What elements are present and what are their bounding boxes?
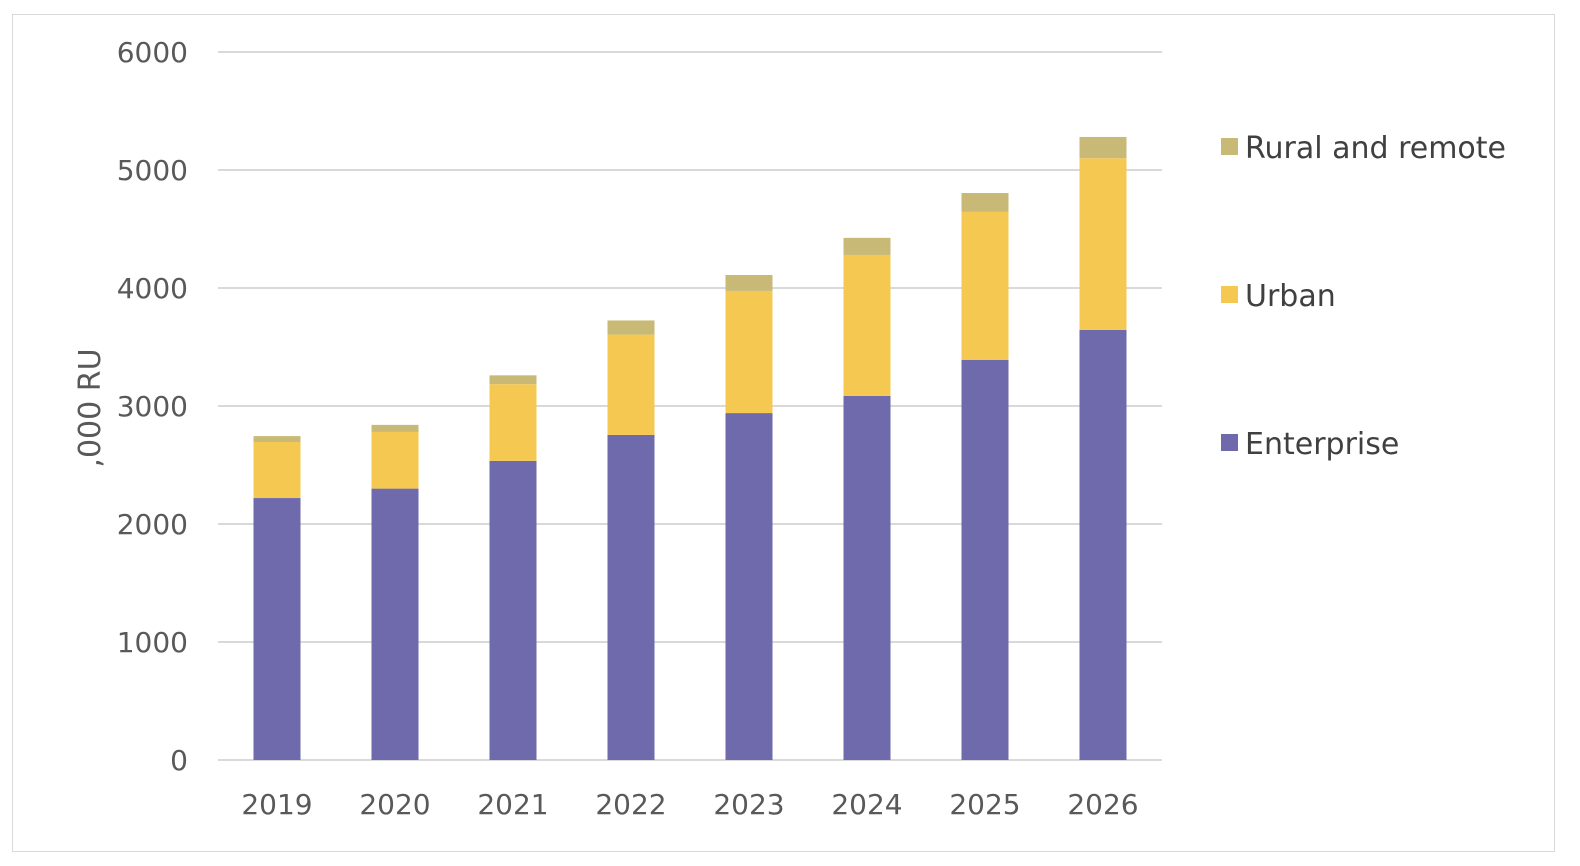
legend-swatch bbox=[1221, 434, 1238, 451]
y-axis-label: ,000 RU bbox=[73, 348, 108, 467]
bar-segment-enterprise bbox=[725, 413, 773, 760]
legend-label: Urban bbox=[1245, 279, 1336, 314]
y-tick-label: 0 bbox=[170, 744, 188, 777]
y-tick-label: 6000 bbox=[117, 36, 188, 69]
bar-segment-rural-and-remote bbox=[607, 320, 655, 335]
bar-segment-enterprise bbox=[489, 460, 537, 760]
bar-segment-enterprise bbox=[843, 395, 891, 760]
y-tick-label: 5000 bbox=[117, 154, 188, 187]
bar-segment-urban bbox=[1079, 158, 1127, 330]
y-tick-label: 1000 bbox=[117, 626, 188, 659]
bar-segment-rural-and-remote bbox=[489, 375, 537, 385]
legend-swatch bbox=[1221, 286, 1238, 303]
x-tick-label: 2023 bbox=[713, 788, 784, 821]
x-tick-label: 2024 bbox=[831, 788, 902, 821]
bar-segment-enterprise bbox=[253, 498, 301, 760]
bar-segment-rural-and-remote bbox=[725, 275, 773, 291]
x-tick-label: 2025 bbox=[949, 788, 1020, 821]
bar-segment-enterprise bbox=[371, 488, 419, 760]
legend-label: Enterprise bbox=[1245, 427, 1399, 462]
x-tick-label: 2021 bbox=[477, 788, 548, 821]
bar-segment-rural-and-remote bbox=[253, 436, 301, 442]
x-tick-label: 2020 bbox=[359, 788, 430, 821]
bar-segment-rural-and-remote bbox=[1079, 136, 1127, 159]
y-tick-label: 4000 bbox=[117, 272, 188, 305]
legend-label: Rural and remote bbox=[1245, 131, 1506, 166]
legend-swatch bbox=[1221, 138, 1238, 155]
x-tick-label: 2026 bbox=[1067, 788, 1138, 821]
bar-segment-urban bbox=[725, 290, 773, 414]
y-tick-label: 2000 bbox=[117, 508, 188, 541]
bar-segment-rural-and-remote bbox=[843, 237, 891, 255]
x-tick-label: 2022 bbox=[595, 788, 666, 821]
bar-segment-rural-and-remote bbox=[961, 193, 1009, 212]
bar-segment-enterprise bbox=[1079, 329, 1127, 760]
bar-segment-urban bbox=[371, 431, 419, 489]
bar-segment-urban bbox=[607, 334, 655, 435]
chart-frame bbox=[12, 14, 1555, 852]
x-tick-label: 2019 bbox=[241, 788, 312, 821]
bar-segment-urban bbox=[961, 211, 1009, 360]
bar-segment-urban bbox=[489, 384, 537, 461]
y-tick-label: 3000 bbox=[117, 390, 188, 423]
bar-segment-enterprise bbox=[961, 359, 1009, 760]
bar-segment-enterprise bbox=[607, 434, 655, 760]
bar-segment-urban bbox=[843, 254, 891, 396]
bar-segment-urban bbox=[253, 441, 301, 499]
bar-segment-rural-and-remote bbox=[371, 424, 419, 432]
